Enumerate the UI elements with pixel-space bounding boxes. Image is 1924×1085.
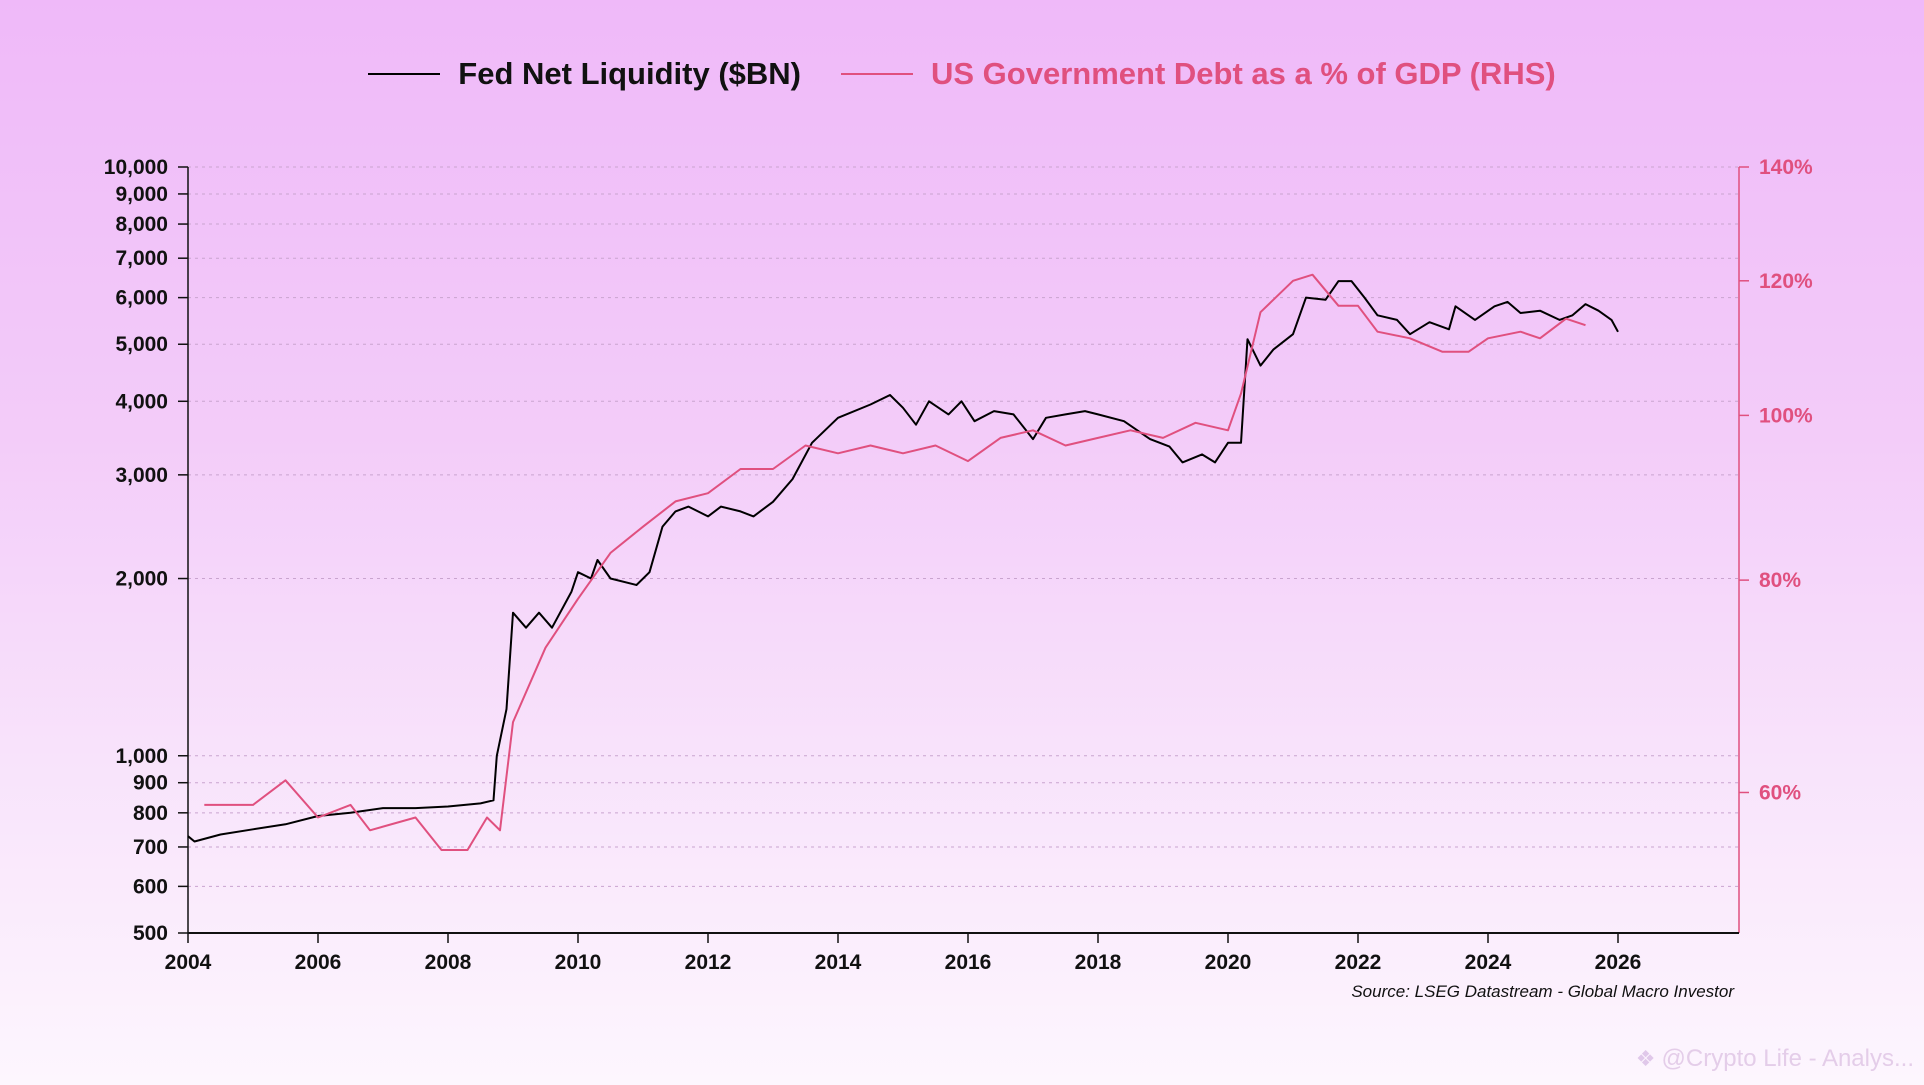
y-tick-label: 800 <box>133 802 168 825</box>
x-tick-label: 2016 <box>945 951 992 974</box>
y-tick-label: 8,000 <box>115 213 168 236</box>
x-tick-label: 2022 <box>1335 951 1382 974</box>
source-note: Source: LSEG Datastream - Global Macro I… <box>1351 982 1734 1001</box>
y-tick-label: 3,000 <box>115 464 168 487</box>
y-tick-label: 7,000 <box>115 247 168 270</box>
y-tick-label: 10,000 <box>104 156 168 179</box>
y2-tick-label: 100% <box>1759 404 1813 427</box>
legend-swatch-debt-gdp <box>841 73 913 75</box>
y-tick-label: 2,000 <box>115 568 168 591</box>
y-tick-label: 600 <box>133 875 168 898</box>
y-tick-label: 1,000 <box>115 745 168 768</box>
y2-tick-label: 120% <box>1759 270 1813 293</box>
y-tick-label: 5,000 <box>115 333 168 356</box>
y-tick-label: 700 <box>133 836 168 859</box>
y-tick-label: 4,000 <box>115 390 168 413</box>
legend-item-fed-net-liquidity: Fed Net Liquidity ($BN) <box>368 56 801 92</box>
legend-swatch-fed-net-liquidity <box>368 73 441 75</box>
x-tick-label: 2008 <box>425 951 472 974</box>
y-tick-label: 6,000 <box>115 287 168 310</box>
x-tick-label: 2004 <box>165 951 212 974</box>
x-tick-label: 2006 <box>295 951 342 974</box>
y-tick-label: 9,000 <box>115 183 168 206</box>
y-tick-label: 500 <box>133 922 168 945</box>
y-tick-label: 900 <box>133 772 168 795</box>
series-line-debt-gdp <box>204 273 1586 851</box>
x-tick-label: 2018 <box>1075 951 1122 974</box>
x-tick-label: 2014 <box>815 951 862 974</box>
x-tick-label: 2010 <box>555 951 602 974</box>
y2-tick-label: 60% <box>1759 781 1801 804</box>
y2-tick-label: 140% <box>1759 156 1813 179</box>
binance-diamond-icon: ❖ <box>1635 1046 1656 1071</box>
x-tick-label: 2026 <box>1595 951 1642 974</box>
legend-label-debt-gdp: US Government Debt as a % of GDP (RHS) <box>931 56 1556 91</box>
legend-label-fed-net-liquidity: Fed Net Liquidity ($BN) <box>458 56 801 91</box>
series-line-fed-net-liquidity <box>187 280 1619 843</box>
legend-item-debt-gdp: US Government Debt as a % of GDP (RHS) <box>841 56 1556 92</box>
watermark-text: @Crypto Life - Analys... <box>1661 1045 1914 1072</box>
watermark: ❖ @Crypto Life - Analys... <box>1636 1045 1914 1073</box>
x-tick-label: 2012 <box>685 951 732 974</box>
y2-tick-label: 80% <box>1759 569 1801 592</box>
x-tick-label: 2024 <box>1465 951 1512 974</box>
x-tick-label: 2020 <box>1205 951 1252 974</box>
chart-legend: Fed Net Liquidity ($BN) US Government De… <box>0 56 1924 92</box>
